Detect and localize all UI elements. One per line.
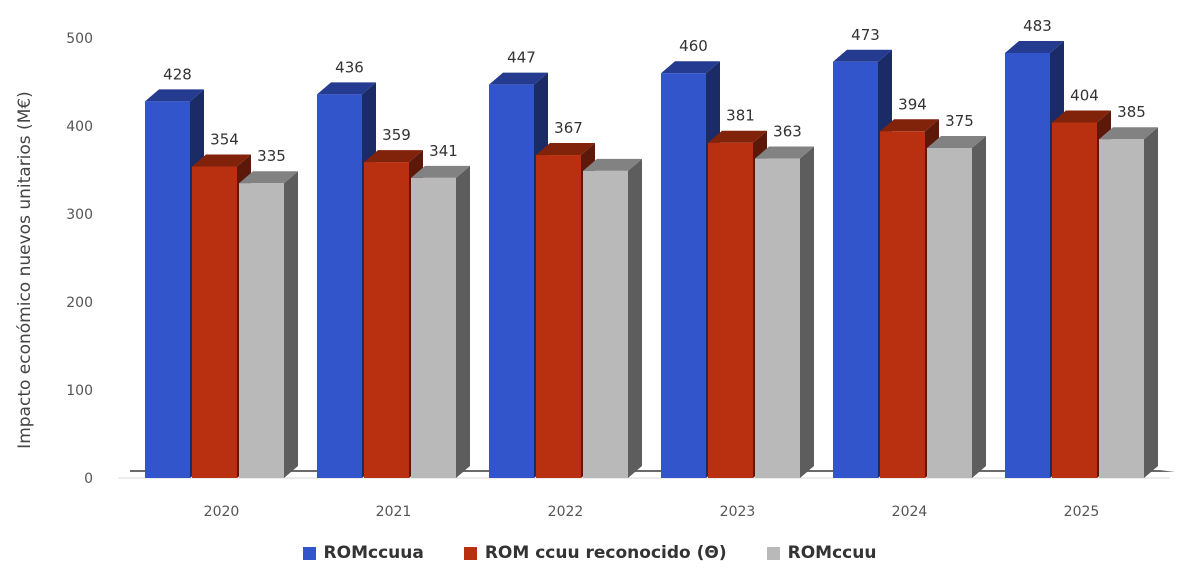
y-tick-label: 400 [66,119,93,135]
bar-side-romccuu-2020 [284,171,298,478]
bar-side-romccuu-2021 [456,165,470,479]
data-label: 460 [679,37,708,55]
bar-top-romccuua-2024 [833,49,892,62]
data-label: 385 [1117,103,1146,121]
data-label: 394 [898,95,927,113]
bar-rom-ccuu-reconocido-2023 [708,142,753,478]
y-axis-title: Impacto económico nuevos unitarios (M€) [15,91,35,449]
bar-romccuu-2020 [239,183,284,478]
y-tick-label: 200 [66,295,93,311]
bar-rom-ccuu-reconocido-2021 [364,162,409,478]
y-tick-label: 100 [66,383,93,399]
data-label: 363 [773,123,802,141]
data-label: 375 [945,112,974,130]
bar-romccuua-2024 [833,61,878,478]
bar-top-romccuua-2022 [489,72,548,85]
legend-swatch-rom-ccuu-reconocido [463,546,477,560]
bar-rom-ccuu-reconocido-2020 [192,166,237,479]
bar-top-romccuu-2021 [411,165,470,178]
y-tick-label: 0 [84,471,93,487]
bar-romccuu-2025 [1099,139,1144,478]
y-tick-label: 500 [66,31,93,47]
bar-top-rom-ccuu-reconocido-2021 [364,150,423,163]
data-label: 367 [554,119,583,137]
data-label: 473 [851,26,880,44]
legend-item-rom-ccuu-reconocido: ROM ccuu reconocido (Θ) [463,543,727,563]
legend-item-romccuu: ROMccuu [766,543,877,563]
data-label: 436 [335,58,364,76]
bar-romccuua-2023 [661,73,706,478]
x-tick-label: 2021 [376,504,412,520]
y-tick-label: 300 [66,207,93,223]
x-tick-label: 2023 [720,504,756,520]
bar-romccuu-2022 [583,170,628,478]
bar-side-romccuu-2024 [972,136,986,478]
data-label: 341 [429,142,458,160]
bar-top-rom-ccuu-reconocido-2024 [880,119,939,132]
bar-rom-ccuu-reconocido-2025 [1052,122,1097,478]
bar-top-romccuu-2022 [583,158,642,171]
bar-romccuua-2020 [145,101,190,479]
legend-swatch-romccuua [302,546,316,560]
bar-romccuu-2021 [411,177,456,479]
x-tick-label: 2022 [548,504,584,520]
data-label: 428 [163,65,192,83]
x-tick-label: 2020 [204,504,240,520]
legend-label-romccuua: ROMccuua [323,543,424,563]
bar-top-romccuu-2024 [927,136,986,148]
bar-top-rom-ccuu-reconocido-2025 [1052,110,1111,123]
x-tick-label: 2025 [1064,504,1100,520]
bar-top-rom-ccuu-reconocido-2020 [192,154,251,167]
bar-top-rom-ccuu-reconocido-2023 [708,130,767,143]
bar-top-romccuu-2020 [239,171,298,184]
legend-label-romccuu: ROMccuu [787,543,877,563]
bar-top-romccuua-2025 [1005,40,1064,53]
legend-swatch-romccuu [766,546,780,560]
bar-romccuua-2025 [1005,52,1050,479]
bar-top-romccuu-2023 [755,146,814,159]
bar-top-romccuua-2020 [145,89,204,102]
bar-top-romccuua-2023 [661,61,720,74]
legend: ROMccuua ROM ccuu reconocido (Θ) ROMccuu [0,541,1179,565]
legend-item-romccuua: ROMccuua [302,543,424,563]
data-label: 447 [507,49,536,67]
bar-romccuua-2021 [317,94,362,478]
bar-side-romccuu-2025 [1144,127,1158,478]
data-label: 381 [726,107,755,125]
data-label: 335 [257,147,286,165]
bar-romccuua-2022 [489,84,534,478]
bar-top-rom-ccuu-reconocido-2022 [536,143,595,156]
bar-side-romccuu-2022 [628,158,642,478]
bar-top-romccuua-2021 [317,82,376,95]
legend-label-rom-ccuu-reconocido: ROM ccuu reconocido (Θ) [484,543,727,563]
bar-rom-ccuu-reconocido-2022 [536,155,581,479]
bar-rom-ccuu-reconocido-2024 [880,131,925,478]
bar-top-romccuu-2025 [1099,127,1158,140]
data-label: 404 [1070,86,1099,104]
bar-romccuu-2023 [755,158,800,478]
data-label: 359 [382,126,411,144]
data-label: 483 [1023,17,1052,35]
bar-side-romccuu-2023 [800,146,814,478]
x-tick-label: 2024 [892,504,928,520]
bar-romccuu-2024 [927,148,972,478]
data-label: 354 [210,130,239,148]
